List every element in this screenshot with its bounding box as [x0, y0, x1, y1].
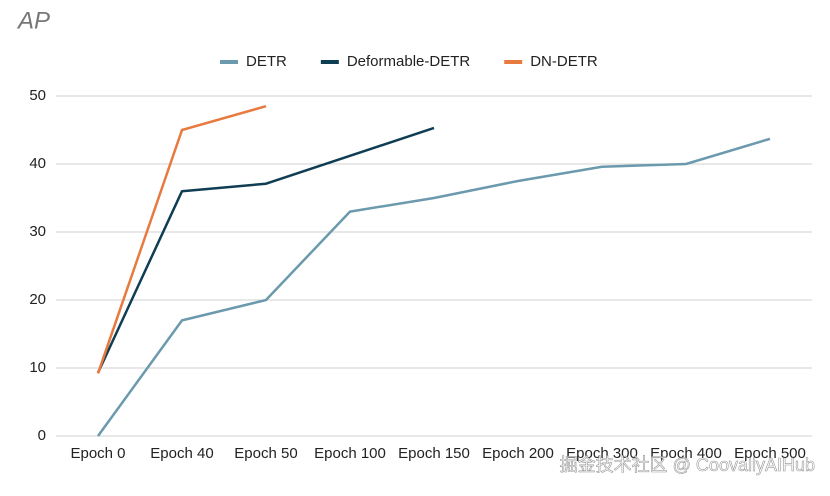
- legend-label: Deformable-DETR: [347, 53, 471, 70]
- x-tick-label: Epoch 200: [482, 445, 554, 462]
- y-tick-label: 10: [29, 359, 46, 376]
- x-tick-label: Epoch 0: [70, 445, 125, 462]
- y-tick-label: 0: [38, 427, 46, 444]
- series-line: [96, 126, 435, 374]
- legend-label: DN-DETR: [530, 53, 598, 70]
- y-tick-label: 50: [29, 87, 46, 104]
- legend-label: DETR: [246, 53, 287, 70]
- series-line: [96, 137, 771, 437]
- x-tick-label: Epoch 300: [566, 445, 638, 462]
- series-line: [96, 104, 267, 374]
- x-tick-label: Epoch 400: [650, 445, 722, 462]
- y-tick-label: 20: [29, 291, 46, 308]
- x-tick-label: Epoch 40: [150, 445, 213, 462]
- x-tick-label: Epoch 500: [734, 445, 806, 462]
- legend: DETR Deformable-DETR DN-DETR: [220, 53, 598, 70]
- x-tick-label: Epoch 50: [234, 445, 297, 462]
- x-tick-label: Epoch 100: [314, 445, 386, 462]
- chart-title: AP: [16, 7, 50, 34]
- y-tick-label: 40: [29, 155, 46, 172]
- watermark: 掘金技术社区 @ CoovallyAIHub: [560, 455, 815, 475]
- x-tick-label: Epoch 150: [398, 445, 470, 462]
- y-tick-label: 30: [29, 223, 46, 240]
